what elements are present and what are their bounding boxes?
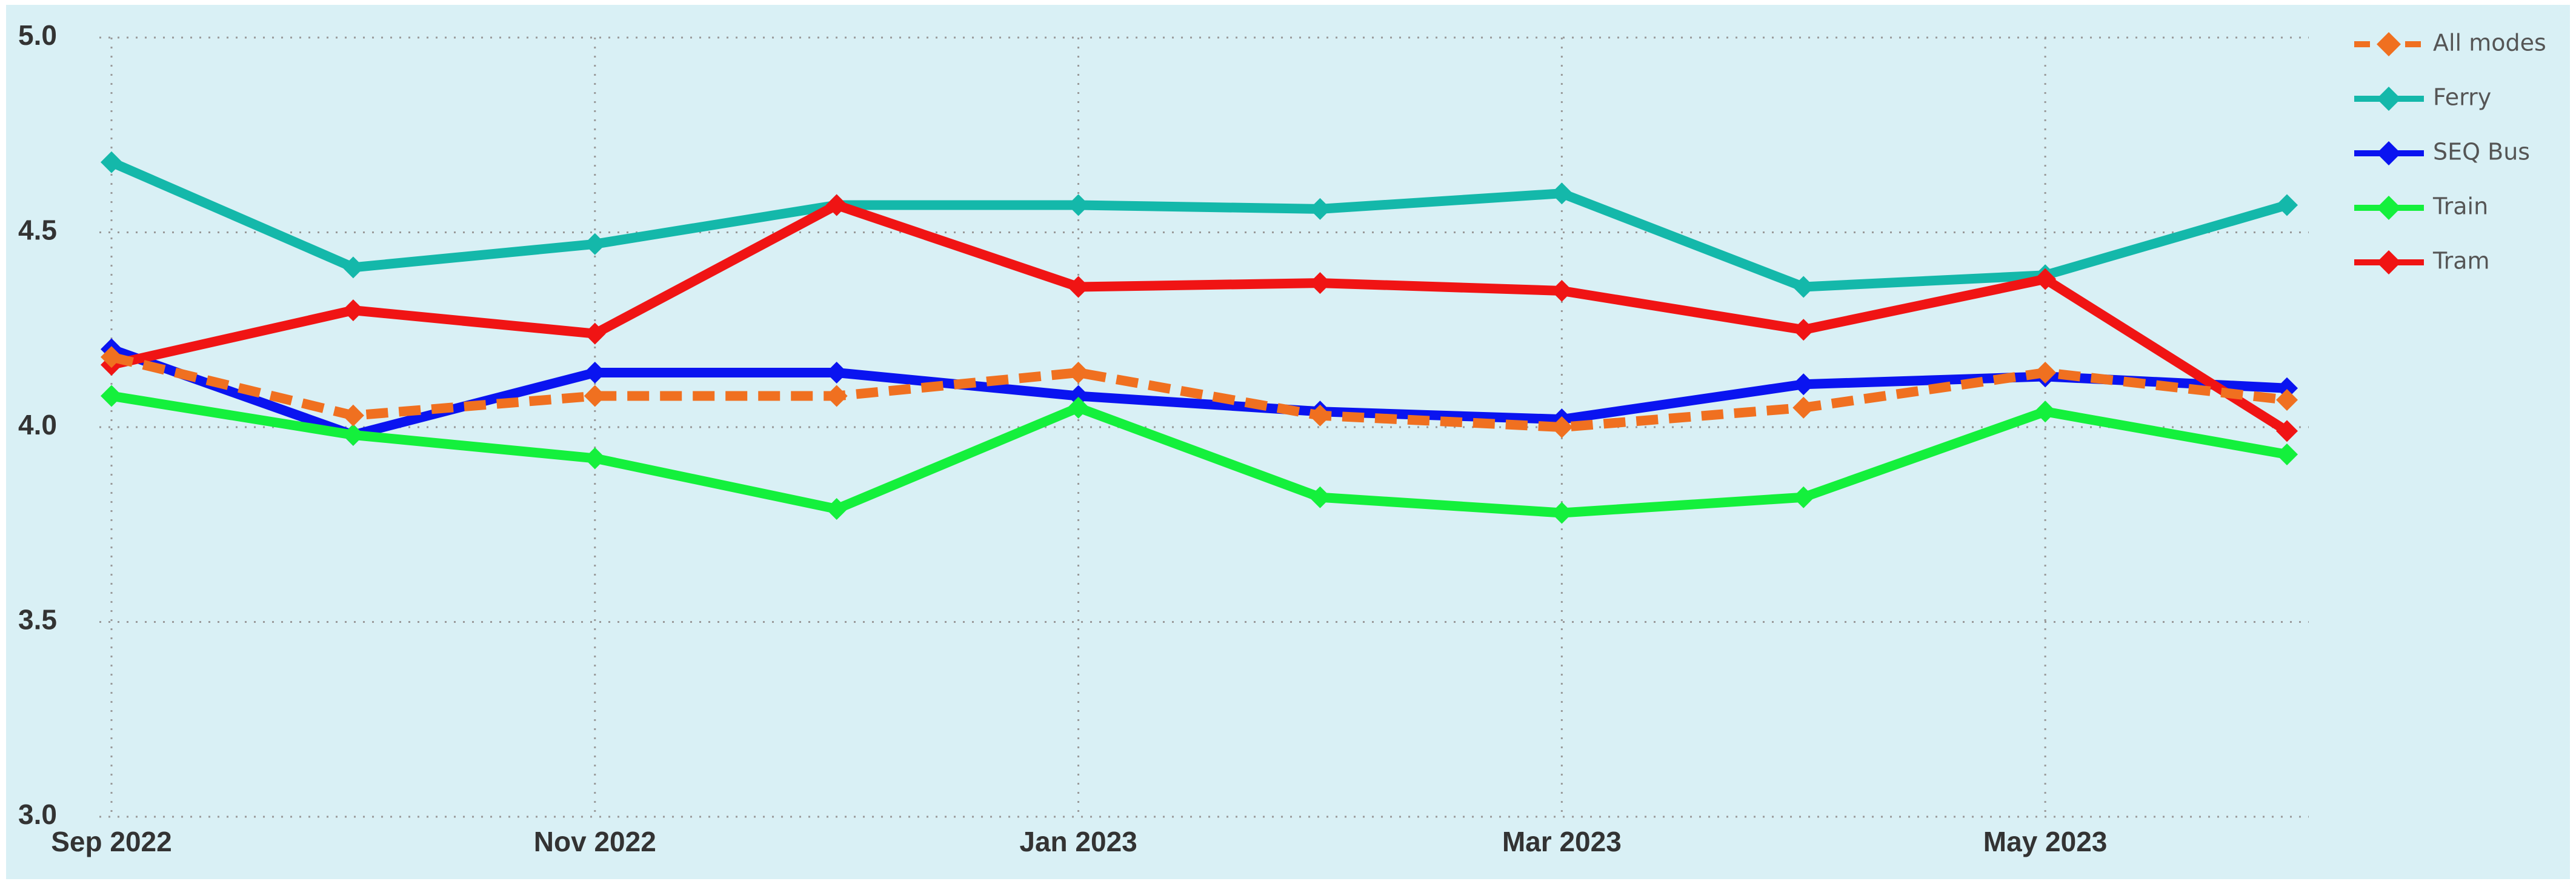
y-tick-label: 3.5 — [18, 604, 57, 636]
marker — [342, 256, 364, 279]
marker — [1792, 486, 1815, 508]
legend-label: All modes — [2433, 30, 2546, 56]
y-tick-label: 3.0 — [18, 799, 57, 830]
marker — [342, 299, 364, 322]
marker — [2034, 400, 2057, 423]
legend-marker — [2377, 250, 2401, 274]
y-tick-label: 4.0 — [18, 409, 57, 440]
series-line — [110, 352, 2288, 432]
marker — [825, 385, 848, 407]
marker — [1792, 319, 1815, 341]
marker — [1067, 361, 1090, 384]
x-tick-label: Sep 2022 — [51, 826, 171, 857]
marker — [584, 385, 606, 407]
marker — [2276, 194, 2298, 216]
legend-marker — [2377, 87, 2401, 111]
marker — [2034, 361, 2057, 384]
series-line — [110, 391, 2288, 518]
marker — [2276, 444, 2298, 466]
marker — [101, 151, 122, 173]
marker — [1551, 502, 1573, 524]
marker — [1067, 276, 1090, 298]
marker — [2276, 388, 2298, 411]
marker — [2276, 420, 2298, 442]
marker — [1551, 279, 1573, 302]
series-line — [110, 200, 2290, 436]
y-tick-label: 5.0 — [18, 19, 57, 51]
series-line — [109, 158, 2289, 292]
x-tick-label: Nov 2022 — [534, 826, 656, 857]
marker — [1792, 276, 1815, 298]
marker — [1067, 194, 1090, 216]
marker — [1067, 385, 1090, 407]
marker — [1309, 404, 1331, 427]
marker — [584, 233, 606, 255]
marker — [584, 361, 606, 384]
marker — [101, 346, 122, 368]
marker — [1309, 272, 1331, 294]
marker — [825, 194, 848, 216]
marker — [342, 404, 364, 427]
marker — [1309, 198, 1331, 220]
marker — [825, 361, 848, 384]
marker — [1551, 416, 1573, 438]
legend-marker — [2377, 141, 2401, 165]
marker — [2034, 268, 2057, 290]
legend-marker — [2377, 196, 2401, 220]
legend-label: Train — [2432, 193, 2488, 220]
marker — [584, 322, 606, 345]
marker — [1067, 396, 1090, 419]
marker — [825, 498, 848, 520]
x-tick-label: Jan 2023 — [1019, 826, 1137, 857]
legend-label: Tram — [2432, 248, 2490, 274]
marker — [1792, 396, 1815, 419]
marker — [1309, 486, 1331, 508]
y-tick-label: 4.5 — [18, 214, 57, 246]
marker — [342, 424, 364, 446]
legend-label: Ferry — [2433, 84, 2491, 111]
x-tick-label: May 2023 — [1983, 826, 2108, 857]
legend-label: SEQ Bus — [2433, 139, 2530, 165]
marker — [584, 447, 606, 470]
marker — [2276, 377, 2298, 399]
marker — [1551, 182, 1573, 205]
marker — [1792, 373, 1815, 396]
marker — [101, 385, 122, 407]
legend-marker — [2377, 32, 2401, 56]
x-tick-label: Mar 2023 — [1502, 826, 1622, 857]
